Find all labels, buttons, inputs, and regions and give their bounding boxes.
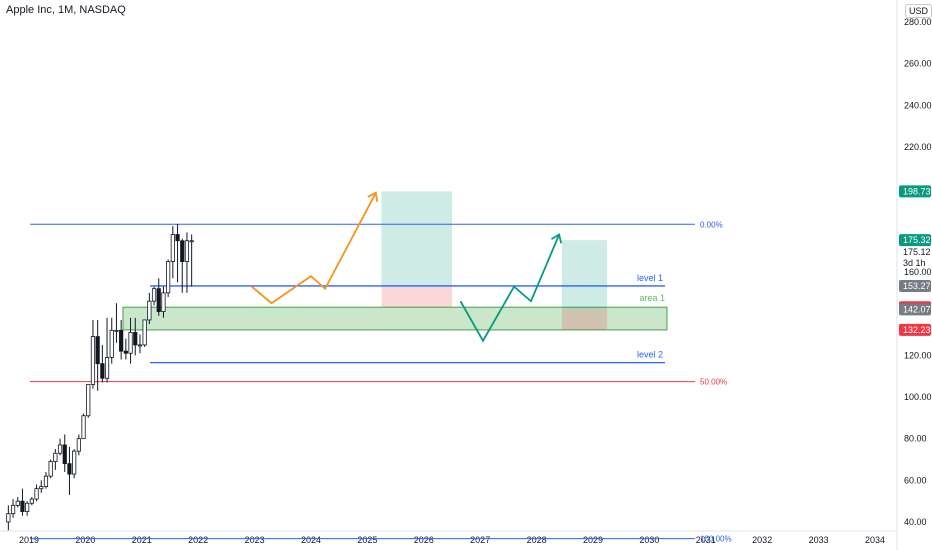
candle-down	[100, 363, 105, 379]
x-tick-label: 2029	[583, 535, 603, 545]
candle-up	[137, 344, 143, 347]
candle-up	[72, 450, 77, 475]
projection-arrowhead	[550, 233, 563, 244]
projection-arrowhead	[367, 191, 379, 202]
price-tag	[899, 323, 931, 336]
position-target-zone[interactable]	[561, 240, 608, 310]
candle-up	[189, 240, 194, 243]
y-tick-label: 160.00	[904, 267, 932, 277]
candle-up	[53, 452, 58, 462]
candle-up	[15, 500, 20, 506]
x-tick-label: 2031	[696, 535, 716, 545]
candle-up	[29, 498, 34, 504]
candle-up	[147, 300, 152, 321]
x-tick-label: 2033	[809, 535, 829, 545]
price-tag	[899, 185, 931, 198]
x-tick-label: 2026	[414, 535, 434, 545]
position-stop-zone[interactable]	[381, 285, 453, 308]
bar-countdown: 3d 1h	[903, 258, 926, 268]
price-tag-label: 132.23	[903, 325, 931, 335]
position-stop-zone[interactable]	[561, 309, 608, 330]
candle-up	[184, 240, 190, 262]
fib-level-label: 50.00%	[700, 378, 727, 387]
candle-up	[39, 486, 44, 490]
price-tag-label: 175.32	[903, 235, 931, 245]
y-tick-label: 220.00	[904, 142, 932, 152]
candle-down	[180, 240, 185, 262]
price-tag-label: 153.27	[903, 281, 931, 291]
candle-up	[10, 504, 16, 515]
area-1-label: area 1	[639, 293, 665, 303]
candle-up	[81, 415, 86, 440]
candle-up	[104, 357, 110, 379]
candle-up	[114, 329, 119, 332]
candle-up	[25, 502, 30, 512]
price-tag	[899, 280, 931, 293]
price-tag-label: 198.73	[903, 186, 931, 196]
x-tick-label: 2022	[188, 535, 208, 545]
last-price-value: 175.12	[903, 247, 931, 257]
y-tick-label: 280.00	[904, 17, 932, 27]
candle-up	[34, 488, 39, 500]
level-1-label: level 1	[637, 273, 663, 283]
candle-up	[109, 329, 114, 358]
candle-up	[43, 475, 49, 487]
price-tag-label: 142.07	[903, 304, 931, 314]
candle-up	[48, 461, 53, 477]
y-tick-label: 120.00	[904, 350, 932, 360]
zone-area-1[interactable]	[122, 306, 668, 331]
x-tick-label: 2028	[527, 535, 547, 545]
candle-down	[95, 336, 100, 365]
x-tick-label: 2030	[639, 535, 659, 545]
x-tick-label: 2025	[357, 535, 377, 545]
candle-up	[90, 336, 96, 385]
candle-up	[57, 444, 63, 454]
fib-level-label: 100.00%	[700, 535, 732, 544]
y-tick-label: 80.00	[904, 434, 927, 444]
candle-up	[86, 384, 91, 417]
x-tick-label: 2027	[470, 535, 490, 545]
projection-path[interactable]	[459, 234, 560, 343]
price-tag	[899, 303, 931, 316]
x-tick-label: 2032	[752, 535, 772, 545]
candle-down	[133, 332, 138, 346]
candle-up	[76, 438, 81, 452]
y-tick-label: 60.00	[904, 475, 927, 485]
x-tick-label: 2023	[245, 535, 265, 545]
candle-up	[170, 234, 175, 262]
candle-up	[161, 292, 166, 312]
price-tag	[899, 234, 931, 247]
candle-down	[67, 463, 72, 475]
level-2-label: level 2	[637, 350, 663, 360]
x-tick-label: 2021	[132, 535, 152, 545]
currency-badge[interactable]: USD	[905, 4, 932, 18]
candle-up	[166, 261, 171, 294]
candle-down	[62, 444, 67, 465]
fib-level-label: 0.00%	[700, 220, 723, 229]
y-tick-label: 260.00	[904, 59, 932, 69]
y-tick-label: 100.00	[904, 392, 932, 402]
projection-path[interactable]	[251, 192, 377, 305]
candle-down	[156, 288, 161, 312]
x-tick-label: 2024	[301, 535, 321, 545]
candle-down	[123, 350, 128, 354]
position-target-zone[interactable]	[381, 191, 453, 286]
chart-title: Apple Inc, 1M, NASDAQ	[6, 4, 126, 16]
candle-up	[6, 513, 11, 523]
candle-up	[151, 288, 157, 302]
y-tick-label: 240.00	[904, 100, 932, 110]
candle-up	[142, 319, 147, 346]
y-tick-label: 40.00	[904, 517, 927, 527]
x-tick-label: 2019	[19, 535, 39, 545]
candle-down	[119, 329, 124, 352]
x-tick-label: 2020	[75, 535, 95, 545]
candle-down	[175, 234, 180, 242]
candle-down	[20, 500, 25, 512]
candle-up	[128, 332, 133, 354]
x-tick-label: 2034	[865, 535, 885, 545]
